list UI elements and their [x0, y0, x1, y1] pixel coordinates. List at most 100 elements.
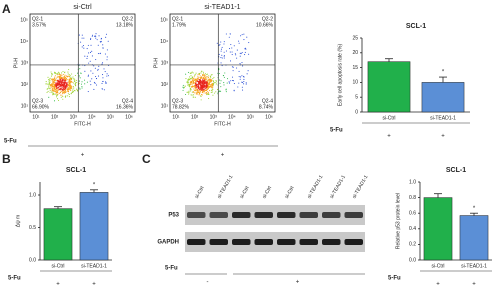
x-tick-label: si-Ctrl — [382, 115, 395, 121]
dot — [62, 91, 64, 93]
y-axis-label: PI-H — [13, 58, 19, 68]
chart-title: SCL-1 — [406, 23, 426, 30]
dot — [61, 88, 63, 90]
dot — [187, 79, 190, 81]
dot — [73, 89, 75, 91]
dot — [248, 41, 250, 44]
dot — [207, 92, 209, 95]
x-tick-label: si-TEAD1-1 — [461, 263, 487, 269]
band — [344, 212, 363, 218]
dot — [220, 48, 223, 50]
dot — [51, 88, 53, 90]
dot — [220, 90, 222, 92]
dot — [199, 89, 201, 91]
dot — [95, 33, 97, 35]
dot — [54, 72, 56, 74]
dot — [67, 73, 69, 75]
dot — [187, 84, 189, 86]
band — [277, 239, 296, 245]
dot — [196, 90, 198, 92]
dot — [46, 83, 48, 85]
dot — [223, 41, 225, 43]
dot — [86, 55, 88, 57]
bar — [421, 82, 465, 113]
dot — [205, 92, 207, 94]
dot — [241, 86, 243, 88]
y-axis-label: Relative p53 protein level — [395, 193, 401, 249]
panel-label: C — [142, 152, 151, 166]
dot — [75, 88, 78, 90]
dot — [62, 70, 64, 73]
dot — [189, 81, 191, 83]
quadrant-value: 10.66% — [256, 22, 274, 28]
dot — [55, 94, 57, 96]
dot — [187, 82, 189, 84]
dot — [200, 83, 202, 85]
dot — [45, 81, 47, 83]
x-tick-label: 10³ — [70, 114, 78, 120]
dot — [51, 89, 53, 91]
dot — [97, 69, 99, 71]
dot — [240, 53, 242, 55]
dot — [207, 90, 209, 92]
dot — [206, 73, 208, 76]
dot — [69, 74, 71, 76]
dot — [246, 73, 248, 75]
dot — [76, 89, 78, 91]
y-tick-label: 25 — [352, 35, 358, 41]
dot — [73, 78, 75, 80]
dot — [66, 85, 68, 87]
dot — [82, 45, 84, 47]
dot — [205, 85, 208, 87]
dot — [58, 73, 60, 76]
dot — [196, 89, 198, 91]
quadrant-name: Q2-2 — [262, 16, 273, 22]
dot — [231, 66, 233, 68]
dot — [78, 75, 80, 77]
y-tick-label: 10⁴ — [160, 39, 168, 45]
dot — [105, 33, 108, 35]
dot — [90, 38, 92, 40]
y-tick-label: 0.0 — [29, 257, 36, 263]
dot — [198, 76, 200, 79]
dot — [48, 86, 50, 88]
dot — [95, 76, 97, 78]
blot-strip — [185, 232, 365, 252]
dot — [56, 76, 59, 78]
dot — [211, 89, 213, 91]
dot — [210, 84, 212, 86]
dot — [225, 88, 227, 90]
dot — [83, 37, 85, 39]
y-tick-label: 10¹ — [21, 103, 29, 109]
dot — [88, 62, 90, 64]
lane-label: si-TEAD1-1 — [329, 174, 347, 200]
y-tick-label: 10¹ — [161, 103, 169, 109]
flow-title: si-Ctrl — [73, 4, 92, 11]
dot — [208, 85, 210, 87]
dot — [59, 85, 61, 87]
dot — [199, 81, 201, 83]
dot — [65, 90, 67, 93]
dot — [198, 87, 200, 89]
dot — [198, 83, 200, 85]
dot — [209, 75, 211, 77]
dot — [190, 80, 192, 82]
dot — [60, 90, 62, 92]
dot — [77, 72, 79, 74]
y-tick-label: 0.2 — [409, 242, 416, 248]
flow-frame — [29, 13, 136, 113]
dot — [68, 96, 70, 98]
dot — [197, 73, 199, 75]
dot — [66, 87, 68, 89]
dot — [60, 76, 62, 78]
dot — [210, 91, 212, 94]
dot — [243, 33, 245, 35]
lane-label: si-Ctrl — [261, 185, 273, 199]
x-tick-label: si-Ctrl — [431, 263, 444, 269]
dot — [202, 78, 205, 80]
dot — [236, 67, 238, 69]
dot — [65, 76, 67, 79]
dot — [223, 57, 225, 59]
dot — [46, 88, 49, 90]
